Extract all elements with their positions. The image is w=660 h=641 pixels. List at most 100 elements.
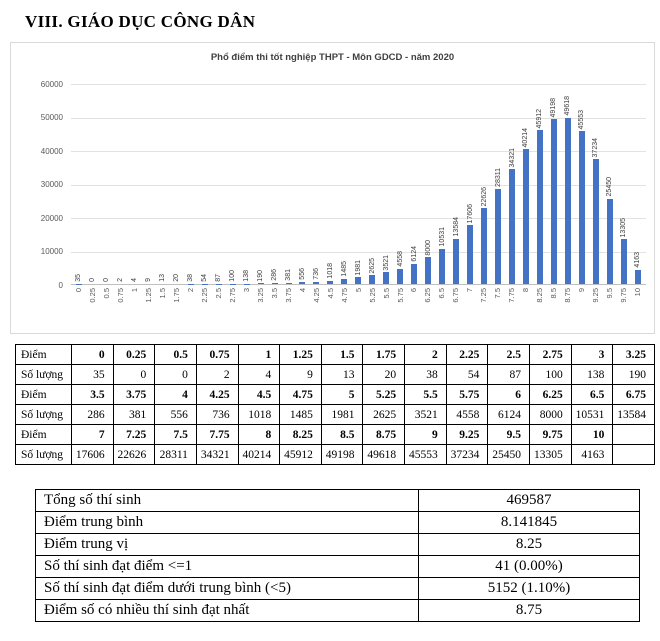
bar: [439, 249, 445, 284]
bar-column: 9: [142, 278, 156, 284]
x-tick-label: 8: [522, 288, 530, 292]
bar: [299, 282, 305, 284]
summary-label: Điểm số có nhiều thí sinh đạt nhất: [36, 600, 419, 622]
count-cell: 4558: [446, 405, 488, 425]
score-cell: 1.75: [363, 345, 405, 365]
count-cell: 0: [113, 365, 155, 385]
count-cell: 40214: [238, 445, 280, 465]
bar: [579, 131, 585, 284]
x-tick-label: 7.5: [494, 288, 502, 298]
y-tick-label: 0: [11, 281, 63, 290]
x-tick-label: 8.25: [536, 288, 544, 303]
bar-value-label: 45912: [536, 109, 543, 128]
x-tick-label: 6.5: [438, 288, 446, 298]
bar-column: 13: [156, 274, 170, 284]
x-tick: 4.25: [309, 285, 323, 322]
bar: [327, 281, 333, 284]
count-cell: 190: [613, 365, 655, 385]
row-label: Điểm: [16, 425, 72, 445]
count-cell: 49198: [321, 445, 363, 465]
count-cell: [613, 445, 655, 465]
bar-value-label: 2: [117, 278, 124, 282]
count-cell: 38: [405, 365, 447, 385]
count-cell: 13: [321, 365, 363, 385]
x-tick: 3.25: [254, 285, 268, 322]
score-cell: 5: [321, 385, 363, 405]
x-tick: 1.25: [142, 285, 156, 322]
bar-value-label: 35: [75, 274, 82, 282]
bar: [621, 239, 627, 284]
bar-column: 34321: [505, 148, 519, 284]
bar-value-label: 13305: [620, 218, 627, 237]
x-tick-label: 6.75: [452, 288, 460, 303]
count-cell: 45912: [280, 445, 322, 465]
score-cell: 0.5: [155, 345, 197, 365]
score-cell: 8.5: [321, 425, 363, 445]
score-cell: 2.5: [488, 345, 530, 365]
bar-value-label: 0: [103, 278, 110, 282]
y-tick-label: 20000: [11, 214, 63, 223]
bar-value-label: 13: [159, 274, 166, 282]
bar-column: 2: [114, 278, 128, 284]
score-cell: 4.75: [280, 385, 322, 405]
count-cell: 45553: [405, 445, 447, 465]
summary-label: Số thí sinh đạt điểm dưới trung bình (<5…: [36, 578, 419, 600]
bar-value-label: 138: [243, 270, 250, 282]
bar-column: 1485: [337, 261, 351, 284]
bar-column: 736: [309, 268, 323, 284]
bar: [495, 189, 501, 284]
score-cell: 10: [571, 425, 613, 445]
x-tick-label: 6: [410, 288, 418, 292]
score-cell: 6: [488, 385, 530, 405]
score-cell: 7.25: [113, 425, 155, 445]
score-cell: 4.25: [196, 385, 238, 405]
x-tick: 2.5: [212, 285, 226, 322]
page-title: VIII. GIÁO DỤC CÔNG DÂN: [25, 12, 660, 32]
bar: [551, 119, 557, 284]
bar-column: 37234: [589, 138, 603, 284]
x-tick-label: 5: [355, 288, 363, 292]
x-tick: 2.25: [198, 285, 212, 322]
x-tick: 3.75: [282, 285, 296, 322]
bar-column: 1018: [323, 263, 337, 284]
row-label: Điểm: [16, 345, 72, 365]
x-tick: 6: [407, 285, 421, 322]
x-tick: 8.25: [533, 285, 547, 322]
score-cell: 2.75: [530, 345, 572, 365]
bar-value-label: 40214: [522, 128, 529, 147]
score-cell: 4: [155, 385, 197, 405]
count-cell: 17606: [72, 445, 114, 465]
bar-column: 8000: [421, 240, 435, 284]
bar: [565, 118, 571, 284]
x-tick: 3: [240, 285, 254, 322]
bar-column: 35: [72, 274, 86, 284]
summary-label: Tổng số thí sinh: [36, 490, 419, 512]
x-tick: 7.5: [491, 285, 505, 322]
bar-column: 17606: [463, 204, 477, 284]
bar-column: 4163: [631, 252, 645, 284]
bar-value-label: 100: [229, 270, 236, 282]
x-tick: 0.25: [86, 285, 100, 322]
bar-column: 138: [240, 270, 254, 284]
x-tick: 5.75: [393, 285, 407, 322]
x-tick-label: 9.5: [606, 288, 614, 298]
bar-value-label: 28311: [495, 168, 502, 187]
x-tick-label: 5.75: [397, 288, 405, 303]
score-cell: 0: [72, 345, 114, 365]
bar-column: 4: [128, 278, 142, 284]
score-cell: 1.25: [280, 345, 322, 365]
x-tick-label: 0.5: [103, 288, 111, 298]
bar: [397, 269, 403, 284]
bar-value-label: 20: [173, 274, 180, 282]
count-cell: 28311: [155, 445, 197, 465]
x-tick: 8: [519, 285, 533, 322]
y-tick-label: 50000: [11, 113, 63, 122]
